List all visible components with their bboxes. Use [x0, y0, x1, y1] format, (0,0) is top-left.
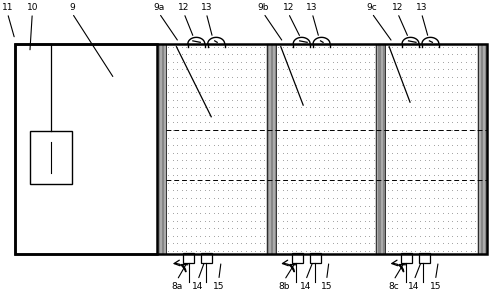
Bar [157, 44, 166, 254]
Text: 12: 12 [392, 3, 403, 12]
Bar [201, 253, 212, 263]
Text: 14: 14 [409, 282, 419, 291]
Text: 12: 12 [283, 3, 294, 12]
Text: 13: 13 [415, 3, 427, 12]
Bar [15, 44, 487, 254]
Text: 8a: 8a [171, 282, 182, 291]
Bar [401, 253, 412, 263]
Bar [419, 253, 430, 263]
Text: 11: 11 [1, 3, 13, 12]
Text: 14: 14 [300, 282, 311, 291]
Text: 15: 15 [213, 282, 225, 291]
Bar [478, 44, 487, 254]
Text: 8c: 8c [388, 282, 399, 291]
Text: 10: 10 [26, 3, 38, 12]
Text: 15: 15 [429, 282, 441, 291]
Bar [30, 131, 72, 184]
Text: 13: 13 [306, 3, 318, 12]
Text: 13: 13 [200, 3, 212, 12]
Text: 14: 14 [192, 282, 203, 291]
Text: 15: 15 [321, 282, 332, 291]
Text: 9b: 9b [257, 3, 269, 12]
Text: 9a: 9a [154, 3, 165, 12]
Text: 9c: 9c [366, 3, 377, 12]
Text: 12: 12 [178, 3, 189, 12]
Bar [376, 44, 385, 254]
Text: 8b: 8b [278, 282, 290, 291]
Bar [310, 253, 321, 263]
Bar [183, 253, 194, 263]
Bar [267, 44, 276, 254]
Text: 9: 9 [69, 3, 75, 12]
Bar [15, 44, 157, 254]
Bar [292, 253, 303, 263]
